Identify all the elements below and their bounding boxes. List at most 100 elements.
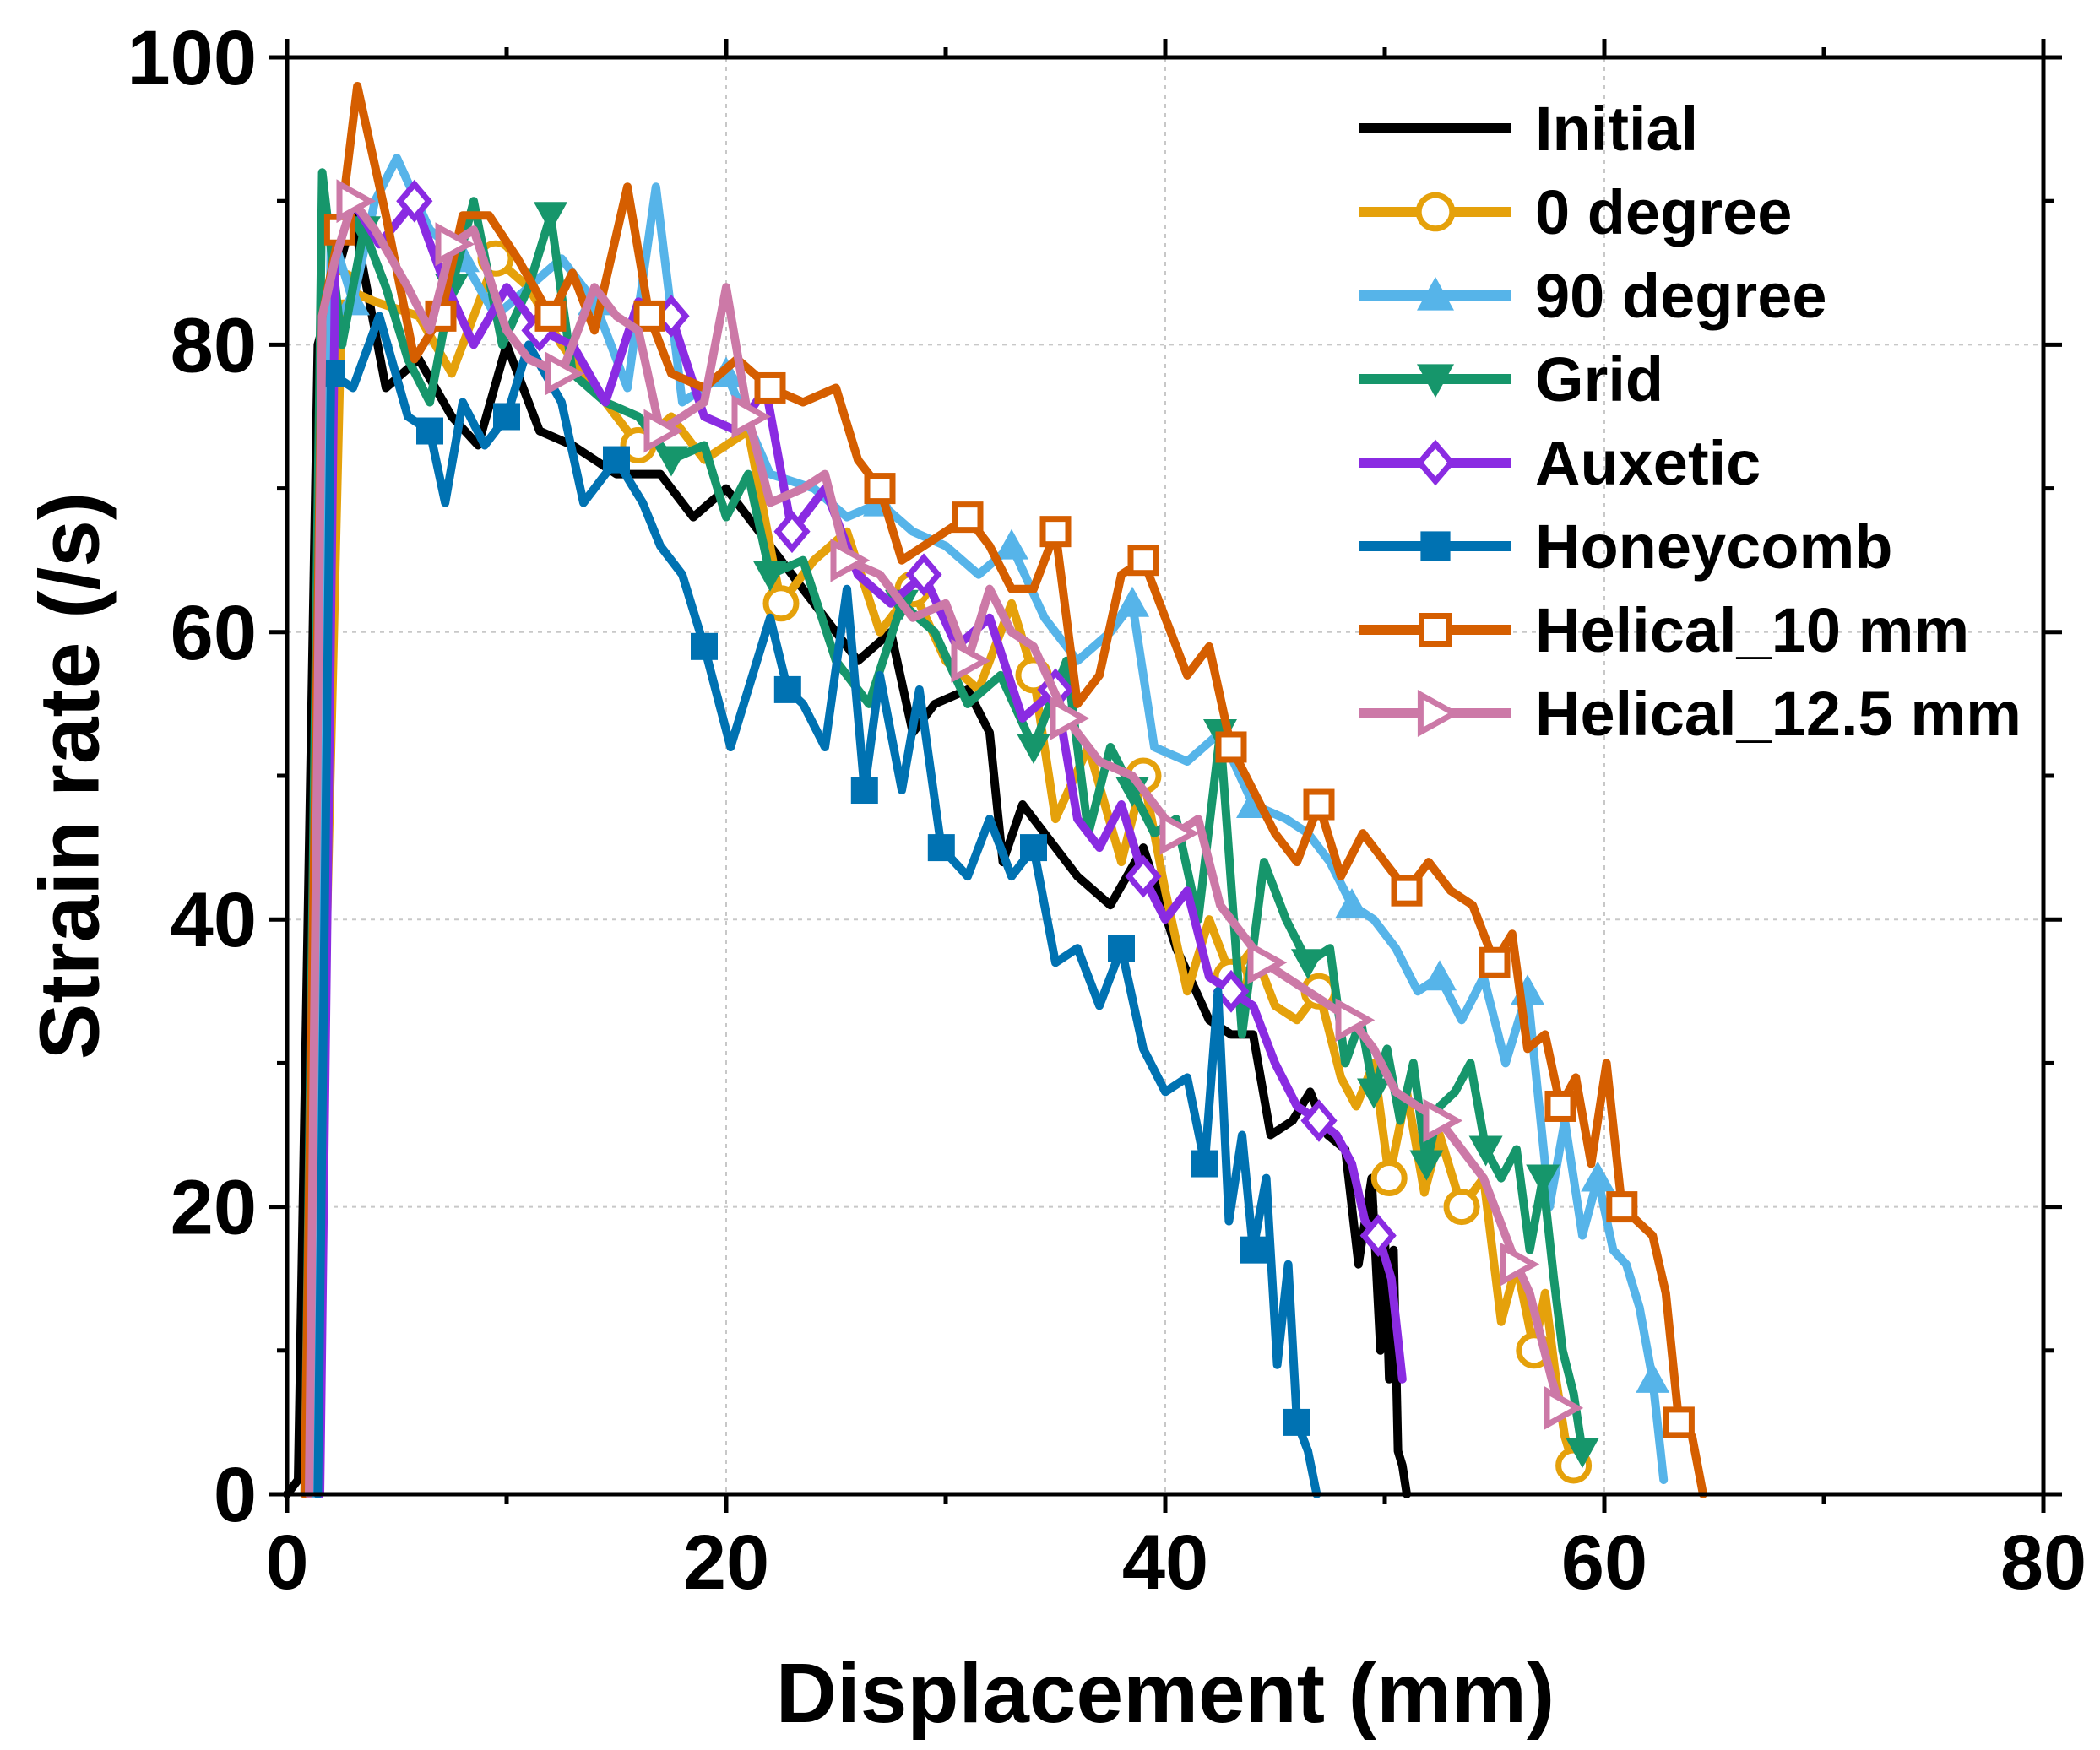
data-point (1050, 696, 1090, 740)
data-point (1215, 731, 1247, 763)
x-axis-title: Displacement (mm) (776, 1646, 1555, 1741)
data-point (654, 446, 688, 477)
series-auxetic (316, 179, 1407, 1498)
data-point (1479, 946, 1511, 978)
data-point (435, 222, 475, 267)
data-point (1291, 949, 1325, 980)
legend-marker (1417, 277, 1454, 311)
data-point (633, 300, 665, 332)
data-point (1213, 969, 1250, 1013)
x-axis-tick-labels: 0 20 40 60 80 (265, 1520, 2086, 1606)
legend: Initial 0 degree 90 degree Grid Auxetic Honey… (1359, 94, 2021, 749)
legend-label: Auxetic (1535, 428, 1761, 498)
legend-marker (1420, 531, 1451, 561)
data-point (1581, 1161, 1615, 1192)
data-point (1303, 788, 1335, 821)
legend-marker (1415, 439, 1456, 486)
series-helical-12-5-mm (305, 179, 1584, 1498)
x-tick-label: 20 (683, 1520, 769, 1606)
data-point (905, 553, 942, 597)
data-point (534, 300, 567, 332)
data-point (1283, 1408, 1310, 1436)
data-point (1357, 1078, 1391, 1109)
data-point (1423, 1098, 1463, 1143)
legend-item: Helical_12.5 mm (1359, 679, 2021, 749)
y-tick-label: 80 (171, 302, 257, 388)
data-point (1468, 1135, 1503, 1167)
grid-lines (287, 57, 2043, 1494)
data-point (396, 179, 433, 223)
data-point (1423, 960, 1457, 991)
data-point (1636, 1362, 1670, 1393)
series-line (309, 154, 1669, 1498)
legend-label: Honeycomb (1535, 512, 1893, 582)
data-point (1359, 1214, 1397, 1258)
data-point (1335, 998, 1376, 1043)
legend-marker (1419, 613, 1452, 647)
legend-item: 0 degree (1359, 177, 1792, 247)
y-tick-label: 100 (128, 15, 258, 101)
series-honeycomb (313, 312, 1321, 1498)
x-tick-label: 0 (265, 1520, 308, 1606)
y-tick-label: 60 (171, 590, 257, 676)
series-line (316, 197, 1407, 1498)
legend-item: Initial (1359, 94, 1698, 164)
series-initial (283, 211, 1411, 1498)
data-point (534, 202, 567, 233)
series-line (305, 197, 1565, 1498)
data-point (951, 638, 991, 683)
data-point (1526, 1164, 1560, 1195)
data-point (927, 834, 955, 862)
data-point (753, 561, 787, 592)
data-point (1115, 586, 1149, 617)
data-point (603, 446, 630, 474)
y-tick-label: 0 (214, 1452, 257, 1538)
data-point (416, 417, 443, 445)
y-axis-tick-labels: 0 20 40 60 80 100 (128, 15, 258, 1538)
data-point (731, 394, 772, 439)
data-point (850, 777, 878, 805)
series-line (300, 82, 1707, 1498)
data-point (1108, 935, 1135, 962)
series-line (313, 312, 1321, 1498)
legend-item: Grid (1359, 344, 1663, 414)
data-point (1391, 875, 1423, 907)
data-point (643, 409, 684, 453)
data-point (1127, 545, 1159, 577)
legend-marker (1415, 192, 1456, 232)
legend-label: 0 degree (1535, 177, 1792, 247)
data-point (1020, 834, 1047, 862)
legend-item: Helical_10 mm (1359, 595, 1969, 665)
data-point (336, 179, 377, 224)
data-point (995, 528, 1028, 560)
data-point (1566, 1437, 1599, 1468)
series-line (300, 168, 1587, 1498)
data-point (1606, 1191, 1638, 1223)
data-point (1240, 1236, 1267, 1264)
legend-label: 90 degree (1535, 261, 1827, 331)
legend-marker (1417, 690, 1461, 737)
data-point (1125, 854, 1162, 898)
data-point (1191, 1150, 1218, 1178)
x-tick-label: 60 (1561, 1520, 1647, 1606)
data-point (1409, 1150, 1444, 1181)
data-point (1247, 940, 1288, 985)
y-tick-label: 20 (171, 1165, 257, 1251)
legend-label: Helical_10 mm (1535, 595, 1969, 665)
data-point (1544, 1385, 1584, 1430)
data-point (830, 538, 871, 582)
data-point (1443, 1189, 1480, 1226)
x-tick-label: 80 (2000, 1520, 2086, 1606)
data-point (1500, 1242, 1540, 1287)
legend-item: Auxetic (1359, 428, 1761, 498)
series-helical-10-mm (300, 82, 1707, 1498)
data-point (773, 510, 811, 554)
data-point (1017, 733, 1050, 764)
legend-marker (1417, 364, 1454, 398)
data-point (1370, 1160, 1408, 1197)
x-tick-label: 40 (1122, 1520, 1208, 1606)
data-point (1039, 516, 1072, 548)
data-point (493, 403, 520, 431)
data-point (1663, 1406, 1695, 1438)
